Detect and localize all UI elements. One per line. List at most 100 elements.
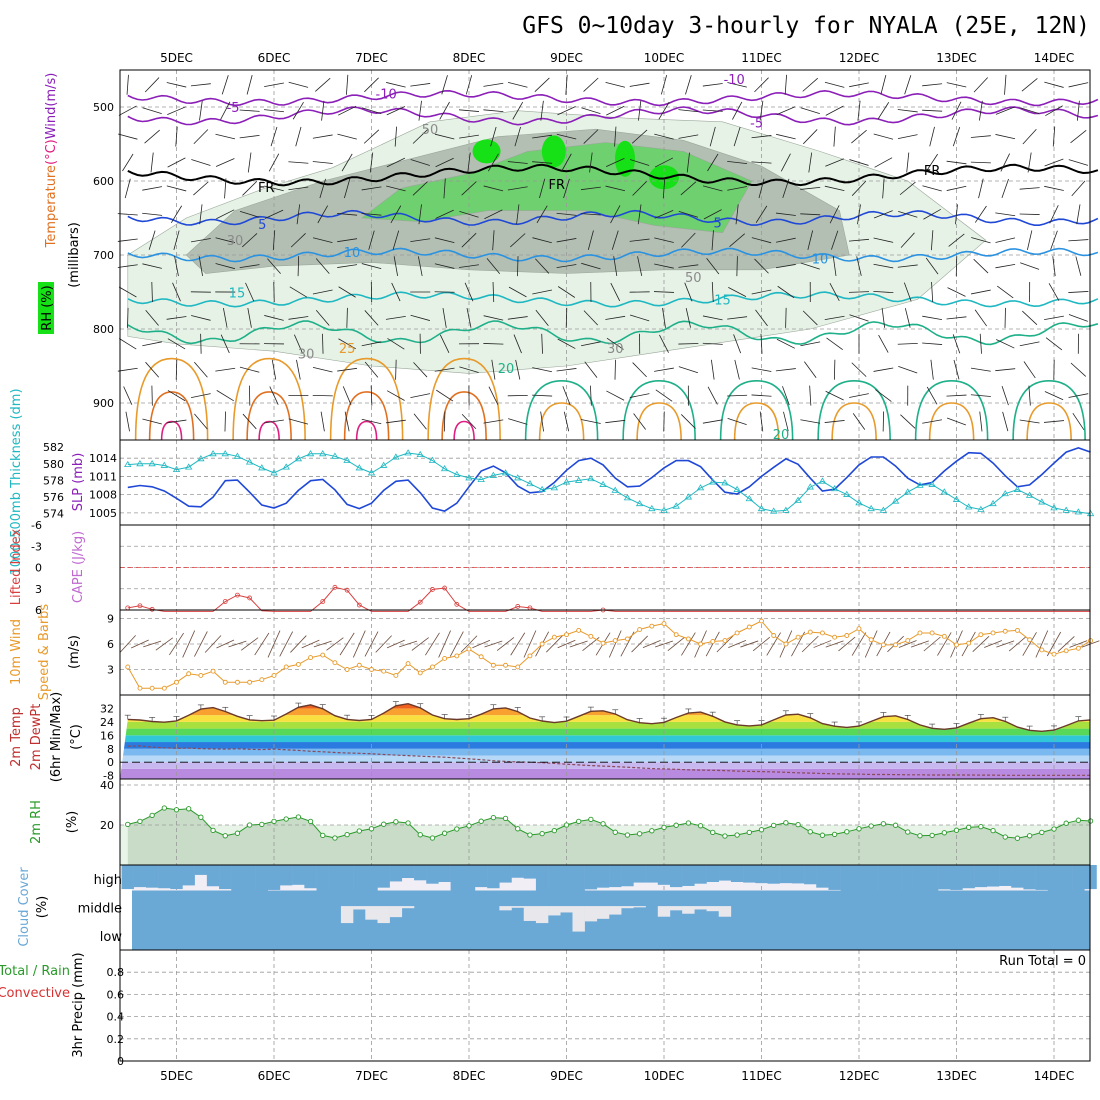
contour-label: 20 — [773, 428, 790, 443]
mid-cloud-gap — [584, 906, 598, 922]
wind-barb — [215, 263, 236, 270]
wind-barb — [877, 102, 890, 120]
rh-point — [746, 829, 752, 836]
rh-point — [807, 829, 813, 835]
wind-barb — [681, 232, 696, 248]
wind-barb — [557, 106, 576, 116]
wind-barb — [807, 230, 814, 251]
surface-wind-barb — [254, 632, 270, 656]
wind-barb — [459, 134, 479, 139]
wind-barb — [151, 281, 153, 303]
wind-barb — [1020, 262, 1040, 270]
thickness-point — [964, 503, 973, 510]
rh-point — [710, 829, 716, 836]
thickness-point — [477, 475, 485, 482]
temp-band — [120, 695, 1090, 702]
wind-barb — [711, 230, 714, 251]
surface-wind-barb — [339, 632, 355, 656]
thickness-point — [818, 477, 827, 484]
wind-barb — [565, 74, 568, 95]
wind-barb — [800, 107, 820, 115]
li-tick-label: 0 — [35, 562, 42, 575]
wind-barb — [124, 178, 131, 199]
rh-point — [685, 820, 692, 826]
cloud-level-label: high — [94, 873, 122, 888]
wind-barb — [678, 134, 699, 139]
thickness-point — [489, 471, 498, 478]
surface-wind-barb — [484, 640, 503, 648]
wind-barb — [483, 82, 504, 87]
high-cloud-bar — [328, 865, 342, 892]
surface-temp-lobe — [329, 357, 404, 441]
rh-point — [844, 829, 850, 835]
contour-label: -10 — [724, 73, 745, 88]
wind-barb — [897, 264, 918, 268]
surface-wind-barb — [984, 640, 1003, 648]
wind-barb — [1019, 213, 1040, 215]
wind-barb — [393, 256, 399, 277]
wind-barb — [412, 181, 428, 196]
high-cloud-bar — [219, 865, 232, 890]
thickness-point — [416, 450, 424, 458]
wind-barb — [312, 366, 333, 373]
surface-wind-barb — [546, 635, 563, 653]
wind-barb — [727, 82, 747, 88]
wind-barb — [361, 213, 382, 216]
wind-barb — [517, 256, 519, 277]
wind-barb — [754, 77, 769, 93]
wind-barb — [508, 286, 527, 298]
wind-barb — [1001, 385, 1009, 406]
wind-barb — [611, 230, 619, 250]
mid-cloud-gap — [340, 906, 354, 924]
wind-barb — [654, 263, 674, 269]
wind-barb — [678, 109, 699, 113]
surface-temp-lobe — [246, 391, 292, 441]
high-cloud-bar — [743, 865, 756, 883]
wind-barb — [170, 205, 183, 224]
high-cloud-bar — [243, 865, 256, 892]
wind-speed-point — [917, 630, 923, 636]
wind-barb — [970, 394, 991, 397]
wind-barb — [215, 158, 235, 167]
surface-wind-barb — [411, 637, 429, 651]
wind-barb — [826, 337, 843, 350]
upper-air-ylabel: Temperature(°C)Wind(m/s) — [44, 73, 59, 249]
wind-barb — [459, 264, 479, 268]
wind-barb — [875, 389, 892, 402]
wind-barb — [849, 314, 869, 322]
wind-barb — [535, 258, 550, 274]
wind-barb — [678, 343, 699, 345]
thickness-tick-label: 578 — [43, 474, 64, 487]
rh-point — [1014, 835, 1021, 841]
wind-barb — [922, 185, 942, 192]
wind-speed-point — [966, 640, 972, 646]
wind-barb — [221, 75, 229, 95]
wind-barb — [926, 153, 938, 172]
wind-barb — [461, 232, 477, 248]
date-label-top: 10DEC — [644, 51, 684, 65]
wind-barb — [541, 333, 543, 354]
wind-speed-point — [320, 652, 326, 658]
rh-point — [1002, 834, 1008, 840]
wind-barb — [629, 238, 650, 242]
wind-barb — [540, 100, 544, 121]
wind-barb — [492, 281, 495, 303]
wind-barb — [386, 390, 405, 401]
date-label-bottom: 9DEC — [550, 1069, 583, 1083]
wind-barb — [654, 133, 674, 140]
wind-barb — [922, 315, 943, 321]
high-cloud-bar — [901, 865, 914, 893]
wind-barb — [142, 186, 163, 191]
thickness-point — [611, 486, 619, 493]
wind-barb — [930, 230, 934, 251]
wind-barb — [486, 258, 501, 275]
mid-cloud-gap — [596, 906, 610, 919]
high-cloud-bar — [474, 865, 488, 888]
contour-label: 30 — [298, 347, 315, 362]
contour-label: 50 — [422, 123, 439, 138]
rh-point — [856, 826, 862, 832]
wind-barb — [118, 286, 137, 298]
wind-barb — [492, 230, 495, 251]
high-cloud-bar — [487, 865, 500, 889]
high-cloud-bar — [828, 865, 841, 890]
